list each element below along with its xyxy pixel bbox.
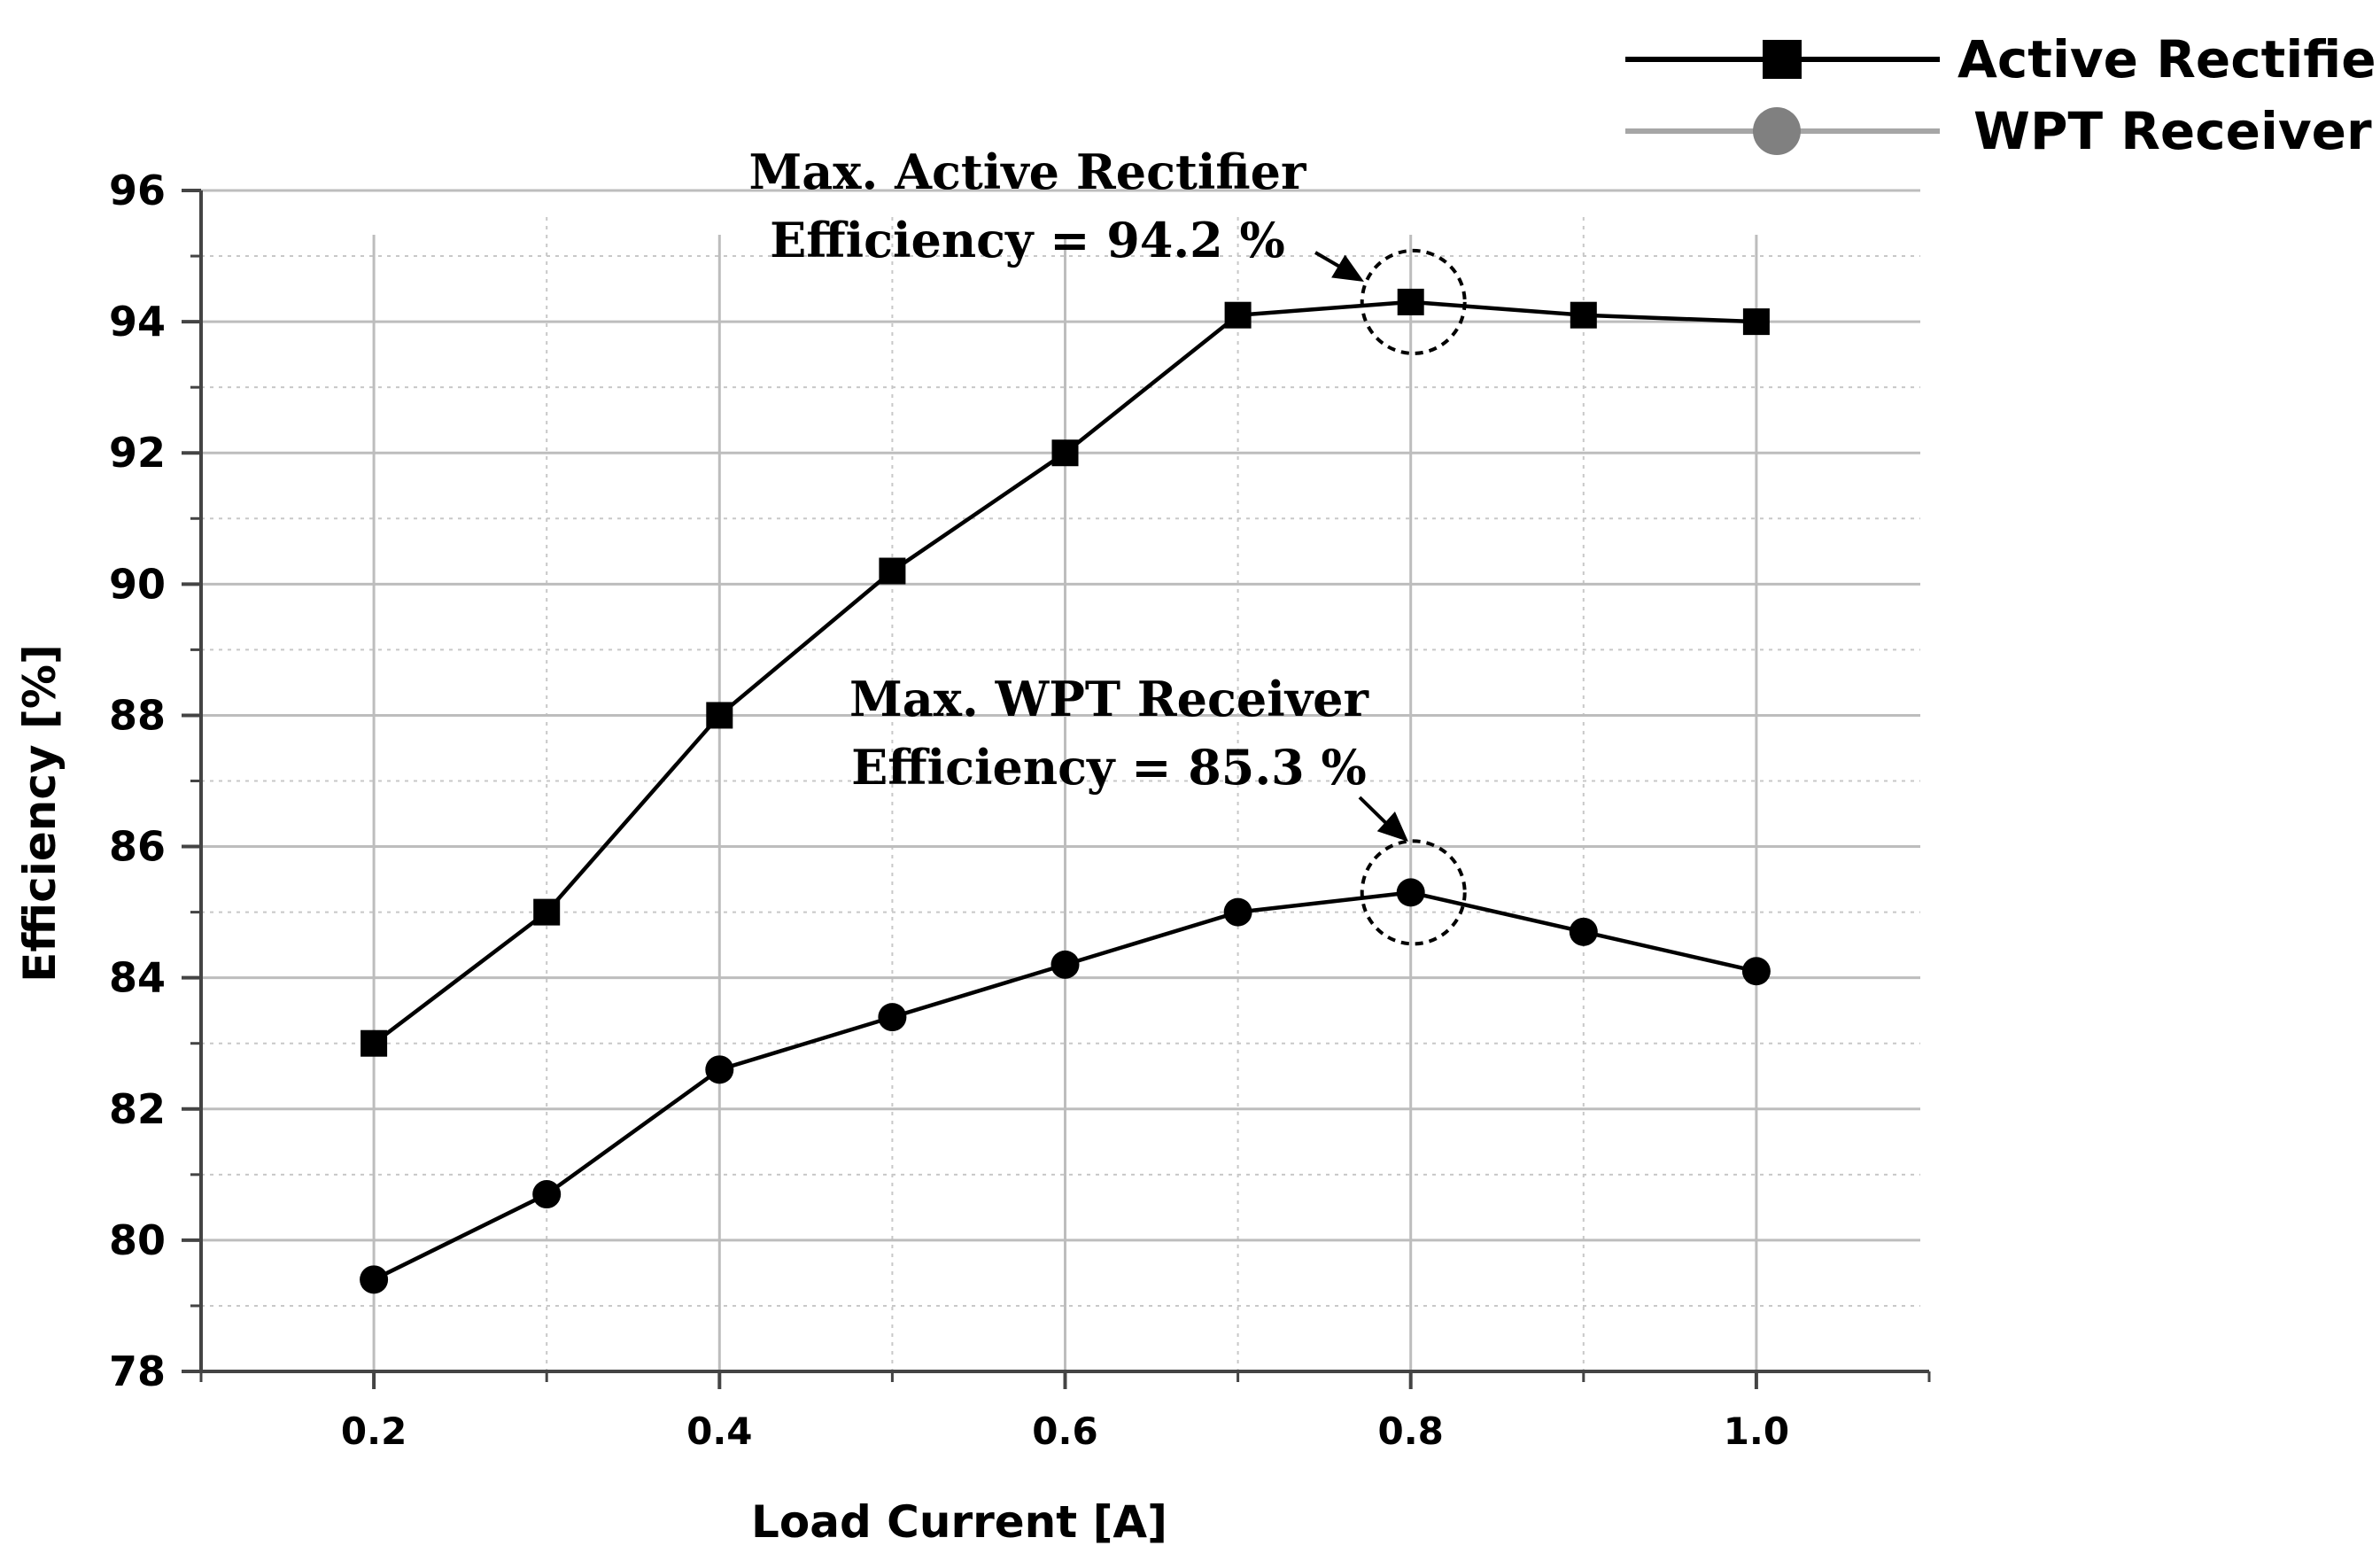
axes — [182, 189, 1931, 1389]
active-rectifier-point-7 — [1570, 301, 1597, 329]
active-rectifier-point-4 — [1051, 439, 1079, 467]
x-tick-label-0: 0.2 — [341, 1410, 407, 1453]
annotation-arrowhead-1 — [1376, 812, 1408, 842]
active-rectifier-point-2 — [706, 702, 733, 729]
active-rectifier-point-0 — [360, 1029, 388, 1057]
legend-label-wpt-receiver: WPT Receiver — [1973, 101, 2372, 161]
annotation-line1-1: Max. WPT Receiver — [849, 671, 1369, 727]
x-tick-label-4: 1.0 — [1724, 1410, 1789, 1453]
x-tick-label-1: 0.4 — [686, 1410, 752, 1453]
tick-labels: 78 80 82 84 86 88 90 92 94 96 0.2 0.4 0.6 0.8 1.0 — [109, 167, 1789, 1453]
series-layer — [360, 288, 1771, 1294]
x-axis-label: Load Current [A] — [751, 1496, 1167, 1548]
legend-marker-wpt-receiver — [1753, 107, 1801, 155]
legend-marker-active-rectifier — [1763, 40, 1802, 79]
y-tick-label-0: 78 — [109, 1347, 166, 1395]
x-tick-label-2: 0.6 — [1032, 1410, 1097, 1453]
active-rectifier-point-6 — [1397, 288, 1424, 315]
annotation-circle-1 — [1360, 839, 1467, 946]
annotation-circle-0 — [1360, 248, 1467, 355]
y-tick-label-2: 82 — [109, 1085, 166, 1133]
legend: Active Rectifier WPT Receiver — [1625, 29, 2380, 161]
wpt-receiver-point-5 — [1223, 897, 1252, 927]
y-axis-label: Efficiency [%] — [14, 644, 66, 982]
wpt-receiver-point-7 — [1569, 917, 1598, 946]
annotations: Max. Active Rectifier Efficiency = 94.2 %… — [749, 144, 1467, 946]
legend-label-active-rectifier: Active Rectifier — [1957, 29, 2380, 89]
active-rectifier-point-3 — [879, 557, 906, 585]
annotation-line1-0: Max. Active Rectifier — [749, 144, 1307, 200]
wpt-receiver-point-0 — [360, 1265, 389, 1294]
active-rectifier-point-1 — [533, 898, 561, 926]
legend-entry-active-rectifier: Active Rectifier — [1625, 29, 2380, 89]
y-tick-label-6: 90 — [109, 560, 166, 608]
wpt-receiver-point-4 — [1050, 950, 1080, 979]
active-rectifier-point-8 — [1742, 308, 1770, 336]
wpt-receiver-point-3 — [878, 1003, 907, 1032]
wpt-receiver-point-8 — [1741, 957, 1771, 986]
wpt-receiver-point-2 — [705, 1055, 734, 1084]
wpt-receiver-point-6 — [1396, 878, 1425, 907]
y-tick-label-8: 94 — [109, 298, 166, 346]
x-tick-label-3: 0.8 — [1377, 1410, 1443, 1453]
y-tick-label-9: 96 — [109, 167, 166, 214]
active-rectifier-point-5 — [1224, 301, 1252, 329]
wpt-receiver-point-1 — [532, 1180, 562, 1209]
y-tick-label-1: 80 — [109, 1216, 166, 1264]
y-tick-label-3: 84 — [109, 954, 166, 1002]
y-tick-label-5: 88 — [109, 691, 166, 739]
annotation-arrowhead-0 — [1331, 254, 1364, 282]
annotation-line2-1: Efficiency = 85.3 % — [851, 739, 1367, 796]
y-tick-label-4: 86 — [109, 823, 166, 871]
legend-entry-wpt-receiver: WPT Receiver — [1625, 101, 2372, 161]
y-tick-label-7: 92 — [109, 429, 166, 477]
minor-gridlines — [201, 217, 1920, 1371]
annotation-line2-0: Efficiency = 94.2 % — [770, 212, 1285, 268]
